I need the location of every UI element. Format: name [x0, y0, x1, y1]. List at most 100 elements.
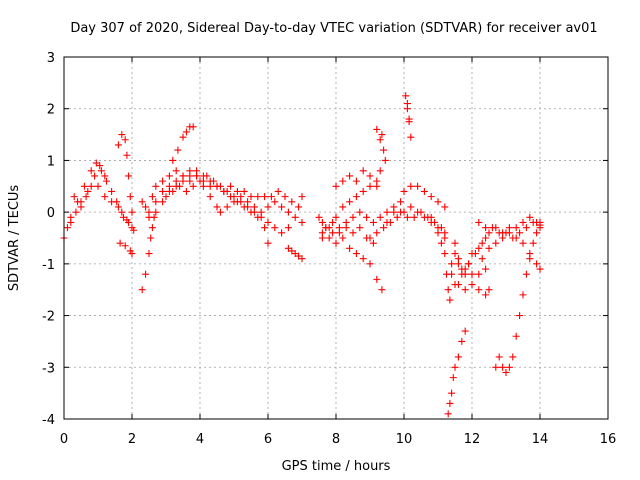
- data-point: [162, 193, 170, 201]
- data-point: [182, 187, 190, 195]
- x-tick-label: 2: [128, 432, 136, 447]
- x-axis-label: GPS time / hours: [282, 459, 391, 474]
- data-point: [264, 239, 272, 247]
- data-point: [103, 177, 110, 185]
- data-point: [492, 239, 500, 247]
- x-tick-label: 4: [196, 432, 204, 447]
- data-point: [318, 218, 326, 226]
- data-point: [223, 187, 231, 195]
- data-point: [403, 213, 411, 221]
- data-point: [454, 353, 462, 361]
- data-point: [284, 208, 292, 216]
- data-point: [298, 218, 306, 226]
- data-point: [101, 193, 109, 201]
- data-point: [381, 156, 389, 164]
- data-point: [165, 172, 173, 180]
- data-point: [516, 229, 524, 237]
- data-point: [118, 131, 126, 139]
- data-point: [448, 260, 456, 268]
- data-point: [427, 213, 435, 221]
- data-point: [281, 193, 289, 201]
- y-tick-label: -4: [42, 413, 55, 428]
- data-point: [441, 234, 449, 242]
- data-point: [403, 100, 411, 108]
- data-point: [295, 203, 303, 211]
- data-point: [261, 193, 269, 201]
- data-point: [378, 286, 386, 294]
- x-tick-label: 16: [600, 432, 617, 447]
- data-point: [147, 234, 155, 242]
- y-tick-label: 1: [47, 154, 55, 169]
- data-point: [108, 187, 116, 195]
- data-point: [478, 239, 486, 247]
- data-point: [526, 255, 534, 263]
- data-point: [264, 203, 272, 211]
- data-point: [373, 275, 381, 283]
- data-point: [383, 208, 391, 216]
- data-point: [359, 255, 367, 263]
- data-point: [356, 208, 364, 216]
- data-point: [434, 229, 442, 237]
- plot-frame: [63, 56, 609, 420]
- data-point: [332, 182, 340, 190]
- data-point: [165, 182, 173, 190]
- data-point: [179, 133, 187, 141]
- data-point: [203, 172, 211, 180]
- data-point: [142, 203, 150, 211]
- y-tick-label: 2: [47, 103, 55, 118]
- data-point: [448, 270, 456, 278]
- data-point: [446, 399, 454, 407]
- data-point: [505, 224, 513, 232]
- data-point: [376, 167, 384, 175]
- data-point: [380, 224, 388, 232]
- data-point: [318, 234, 326, 242]
- data-point: [512, 224, 520, 232]
- data-point: [125, 218, 133, 226]
- data-point: [94, 182, 102, 190]
- data-point: [441, 203, 449, 211]
- data-point: [63, 224, 71, 232]
- data-point: [393, 213, 401, 221]
- data-point: [366, 172, 374, 180]
- x-ticks: 0 2 4 6 8 10 12 14 16: [60, 57, 616, 447]
- data-point: [468, 281, 476, 289]
- data-point: [407, 203, 415, 211]
- data-point: [145, 250, 153, 258]
- data-point: [366, 260, 374, 268]
- data-point: [193, 172, 201, 180]
- data-point: [444, 286, 452, 294]
- data-point: [519, 291, 527, 299]
- data-point: [373, 182, 381, 190]
- data-point: [182, 128, 190, 136]
- data-point: [519, 239, 527, 247]
- data-point: [186, 177, 194, 185]
- data-point: [352, 193, 360, 201]
- data-point: [152, 198, 160, 206]
- data-point: [373, 125, 381, 133]
- data-point: [454, 255, 462, 263]
- data-point: [196, 177, 204, 185]
- data-point: [114, 203, 122, 211]
- data-point: [346, 244, 354, 252]
- data-point: [267, 193, 275, 201]
- data-point: [206, 193, 214, 201]
- data-point: [82, 193, 90, 201]
- data-point: [437, 239, 445, 247]
- data-points: [60, 92, 544, 418]
- data-point: [349, 229, 357, 237]
- data-point: [332, 213, 340, 221]
- data-point: [128, 250, 136, 258]
- data-point: [186, 167, 194, 175]
- data-point: [257, 213, 265, 221]
- y-ticks: -4 -3 -2 -1 0 1 2 3: [42, 51, 608, 428]
- data-point: [339, 177, 347, 185]
- data-point: [373, 229, 381, 237]
- data-point: [159, 198, 167, 206]
- y-tick-label: -3: [42, 361, 55, 376]
- data-point: [288, 247, 296, 255]
- data-point: [116, 239, 124, 247]
- data-point: [499, 229, 507, 237]
- data-point: [533, 260, 541, 268]
- data-point: [114, 141, 122, 149]
